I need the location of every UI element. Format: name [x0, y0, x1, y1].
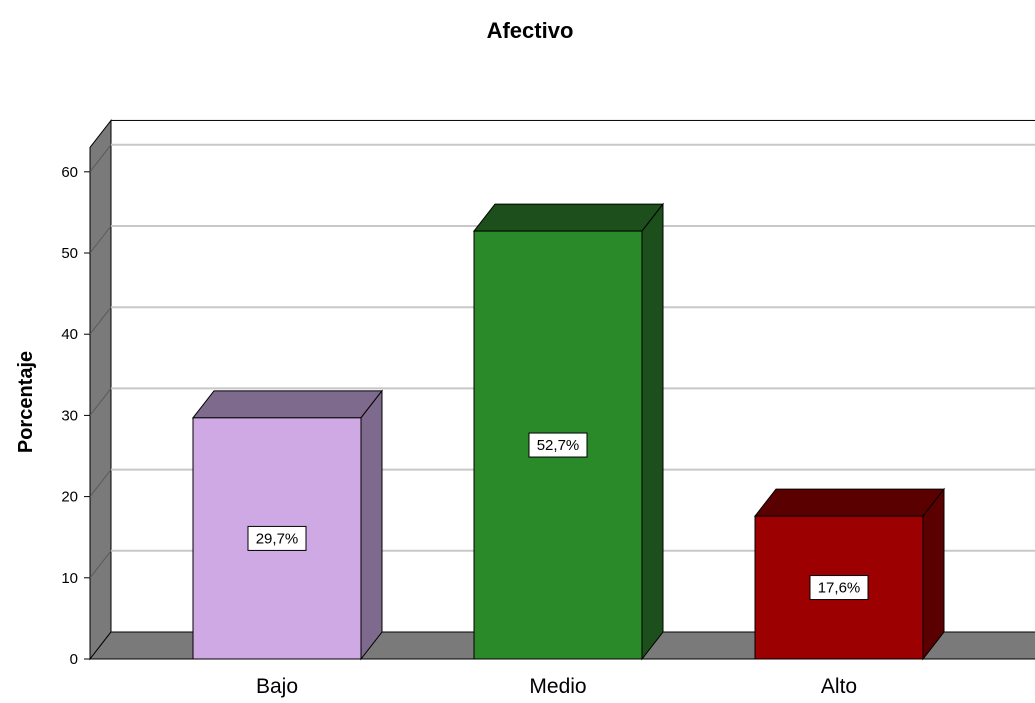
left-wall [89, 118, 112, 661]
x-tick-label: Medio [529, 675, 586, 698]
y-tick-label: 40 [61, 326, 78, 343]
data-label: 52,7% [537, 437, 580, 454]
bar-side-alto [922, 487, 945, 661]
side-gridline [89, 550, 112, 579]
x-tick-label: Bajo [256, 675, 298, 698]
y-tick-label: 30 [61, 407, 78, 424]
bar-top-bajo [191, 390, 384, 419]
x-tick-label: Alto [821, 675, 857, 698]
data-label: 29,7% [256, 530, 299, 547]
y-tick-label: 20 [61, 489, 78, 506]
y-tick-label: 10 [61, 570, 78, 587]
data-label: 17,6% [818, 580, 861, 597]
side-gridline [89, 306, 112, 335]
data-label-box [528, 432, 588, 458]
bar-top-medio [472, 203, 665, 232]
y-tick-label: 60 [61, 164, 78, 181]
y-tick-label: 50 [61, 245, 78, 262]
bar-side-bajo [360, 389, 383, 661]
y-tick-label: 0 [70, 651, 78, 668]
bar-top-alto [753, 488, 946, 517]
bar-side-medio [641, 202, 664, 661]
side-gridline [89, 225, 112, 254]
data-label-box [809, 575, 869, 601]
side-gridline [89, 388, 112, 416]
side-gridline [89, 144, 112, 173]
y-axis-label: Porcentaje [15, 351, 37, 453]
plot-area: 0 10 20 30 40 50 60 29,7% Bajo 52,7% Medio 17,6% Alt… [61, 118, 1035, 698]
bar-alto [754, 515, 924, 660]
chart-title: Afectivo [487, 18, 574, 43]
side-gridline [89, 469, 112, 497]
data-label-box [247, 525, 307, 551]
